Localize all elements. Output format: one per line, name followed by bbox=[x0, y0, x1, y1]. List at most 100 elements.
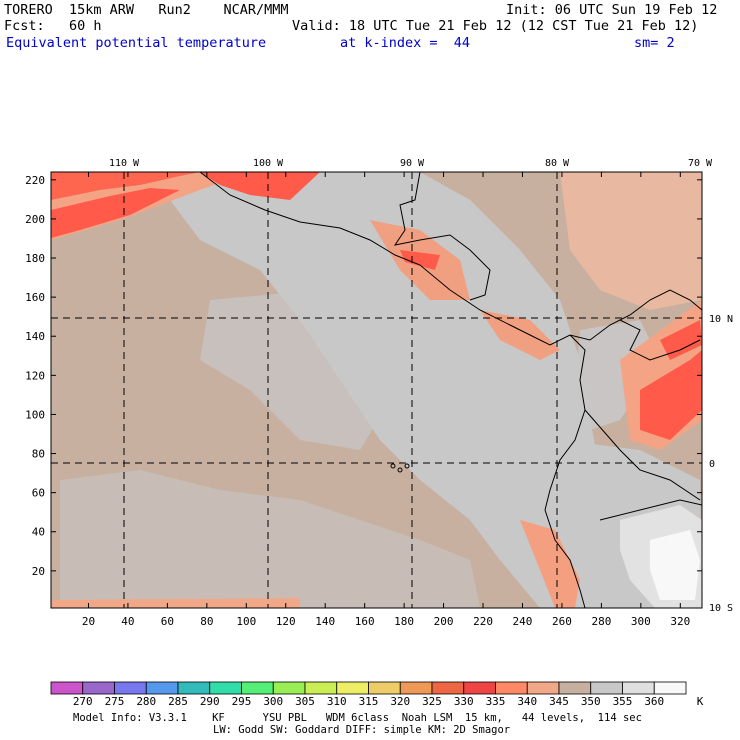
x-tick-label: 240 bbox=[513, 615, 533, 628]
level-info: at k-index = 44 bbox=[340, 35, 471, 51]
colorbar-swatch bbox=[495, 681, 528, 695]
graticule bbox=[51, 172, 702, 608]
colorbar-swatch bbox=[463, 681, 496, 695]
lon-label: 80 W bbox=[545, 158, 570, 169]
forecast-hour: Fcst: 60 h bbox=[4, 18, 102, 34]
y-tick-label: 140 bbox=[25, 330, 45, 343]
smoothing-info: sm= 2 bbox=[634, 35, 675, 51]
colorbar-label: 335 bbox=[486, 695, 506, 708]
y-tick-labels: 220 200 180 160 140 120 100 80 60 40 20 bbox=[25, 174, 45, 578]
salmon-panama bbox=[480, 310, 560, 360]
colorbar-label: 350 bbox=[581, 695, 601, 708]
model-run-title: TORERO 15km ARW Run2 NCAR/MMM bbox=[4, 2, 289, 18]
x-tick-label: 300 bbox=[631, 615, 651, 628]
colorbar-swatch bbox=[241, 681, 274, 695]
x-tick-label: 40 bbox=[121, 615, 134, 628]
lon-label: 70 W bbox=[688, 158, 713, 169]
red-nw bbox=[51, 172, 200, 200]
red-caribbean bbox=[660, 320, 702, 360]
colorbar-swatch bbox=[622, 681, 655, 695]
colorbar-swatch bbox=[272, 681, 306, 695]
x-tick-labels: 20 40 60 80 100 120 140 160 180 200 220 240 260 280 30… bbox=[82, 615, 690, 628]
colorbar-swatch bbox=[209, 681, 242, 695]
x-tick-label: 320 bbox=[670, 615, 690, 628]
salmon-peru-coast bbox=[520, 520, 580, 608]
lat-label: 10 N bbox=[709, 314, 733, 325]
lat-label: 10 S bbox=[709, 603, 733, 614]
plot-frame bbox=[50, 171, 703, 609]
salmon-ne bbox=[560, 172, 702, 310]
x-tick-label: 140 bbox=[315, 615, 335, 628]
white-region bbox=[650, 530, 700, 600]
colorbar-swatch bbox=[82, 681, 115, 695]
physics-info: LW: Godd SW: Goddard DIFF: simple KM: 2D… bbox=[213, 724, 511, 736]
colorbar-swatch bbox=[336, 681, 369, 695]
theta-e-field bbox=[51, 172, 702, 608]
x-tick-label: 60 bbox=[161, 615, 174, 628]
grey-region-west bbox=[200, 290, 390, 450]
colorbar-label: 290 bbox=[200, 695, 220, 708]
latitude-labels: 10 N 0 10 S bbox=[709, 314, 733, 614]
x-tick-label: 160 bbox=[355, 615, 375, 628]
colorbar-label: 305 bbox=[295, 695, 315, 708]
y-tick-label: 100 bbox=[25, 408, 45, 421]
x-tick-label: 20 bbox=[82, 615, 95, 628]
colorbar-label: 295 bbox=[232, 695, 252, 708]
colorbar-swatch bbox=[558, 681, 592, 695]
colorbar-label: 310 bbox=[327, 695, 347, 708]
colorbar-labels: 270 275 280 285 290 295 300 305 310 315 320 325 330 3… bbox=[73, 695, 664, 708]
colorbar bbox=[50, 681, 687, 695]
colorbar-label: 320 bbox=[390, 695, 410, 708]
y-tick-label: 40 bbox=[32, 526, 45, 539]
y-tick-label: 200 bbox=[25, 213, 45, 226]
colorbar-label: 340 bbox=[517, 695, 537, 708]
colorbar-label: 270 bbox=[73, 695, 93, 708]
colorbar-label: 315 bbox=[359, 695, 379, 708]
init-time: Init: 06 UTC Sun 19 Feb 12 bbox=[506, 2, 718, 18]
x-tick-label: 80 bbox=[200, 615, 213, 628]
colorbar-swatch bbox=[177, 681, 211, 695]
colorbar-label: 325 bbox=[422, 695, 442, 708]
red-north bbox=[200, 172, 320, 200]
y-tick-label: 80 bbox=[32, 448, 45, 461]
x-tick-label: 120 bbox=[276, 615, 296, 628]
colorbar-label: 355 bbox=[613, 695, 633, 708]
colorbar-swatch bbox=[590, 681, 623, 695]
red-nw-band bbox=[51, 188, 180, 238]
colorbar-swatch bbox=[653, 681, 687, 695]
field-name: Equivalent potential temperature bbox=[6, 35, 267, 51]
valid-time: Valid: 18 UTC Tue 21 Feb 12 (12 CST Tue … bbox=[292, 18, 699, 34]
colorbar-swatch bbox=[114, 681, 147, 695]
x-tick-label: 220 bbox=[473, 615, 493, 628]
lon-label: 110 W bbox=[109, 158, 140, 169]
longitude-labels: 110 W 100 W 90 W 80 W 70 W bbox=[109, 158, 713, 169]
grey-region-south bbox=[60, 470, 480, 608]
colorbar-label: 330 bbox=[454, 695, 474, 708]
red-colombia bbox=[640, 350, 702, 440]
x-tick-label: 180 bbox=[394, 615, 414, 628]
colorbar-swatch bbox=[526, 681, 560, 695]
colorbar-swatch bbox=[431, 681, 465, 695]
lon-label: 100 W bbox=[253, 158, 284, 169]
y-tick-label: 220 bbox=[25, 174, 45, 187]
y-tick-label: 180 bbox=[25, 252, 45, 265]
x-tick-label: 100 bbox=[236, 615, 256, 628]
model-info: Model Info: V3.3.1 KF YSU PBL WDM 6class… bbox=[73, 712, 642, 724]
colorbar-label: 285 bbox=[168, 695, 188, 708]
y-tick-label: 160 bbox=[25, 291, 45, 304]
colorbar-swatch bbox=[304, 681, 338, 695]
colorbar-swatch bbox=[145, 681, 179, 695]
x-tick-label: 260 bbox=[552, 615, 572, 628]
lon-label: 90 W bbox=[400, 158, 425, 169]
y-tick-label: 20 bbox=[32, 565, 45, 578]
y-tick-label: 60 bbox=[32, 487, 45, 500]
colorbar-label: 300 bbox=[263, 695, 283, 708]
salmon-south-edge bbox=[51, 598, 300, 608]
red-honduras bbox=[400, 250, 440, 270]
colorbar-label: 345 bbox=[549, 695, 569, 708]
colorbar-label: 360 bbox=[644, 695, 664, 708]
colorbar-swatch bbox=[399, 681, 433, 695]
colorbar-label: 275 bbox=[105, 695, 125, 708]
x-tick-label: 280 bbox=[591, 615, 611, 628]
